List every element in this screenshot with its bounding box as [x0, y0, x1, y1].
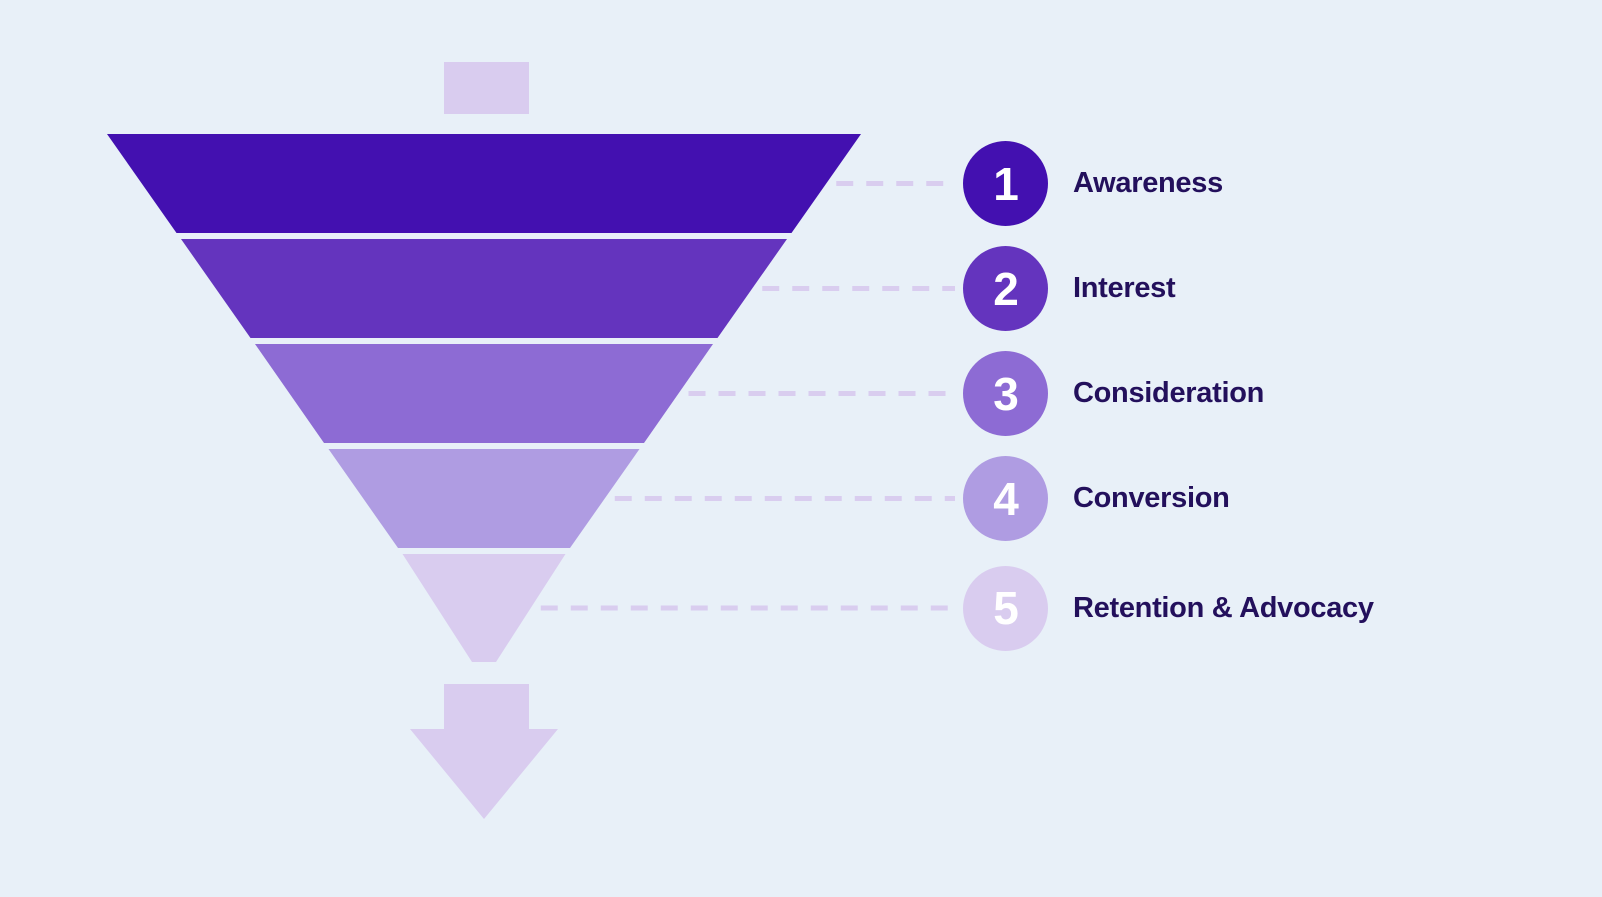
funnel-band-4[interactable]: [328, 449, 640, 548]
step-badge-5[interactable]: 5: [963, 565, 1048, 651]
step-label-4: Conversion: [1073, 482, 1230, 514]
outlet-arrow: [410, 684, 558, 819]
funnel-band-5[interactable]: [402, 554, 566, 662]
step-badge-2[interactable]: 2: [963, 246, 1048, 331]
step-badge-4[interactable]: 4: [963, 456, 1048, 541]
legend-row-4[interactable]: 4 Conversion: [963, 456, 1230, 542]
funnel-band-2[interactable]: [181, 239, 787, 338]
step-badge-3[interactable]: 3: [963, 351, 1048, 436]
step-label-2: Interest: [1073, 272, 1176, 304]
legend-row-5[interactable]: 5 Retention & Advocacy: [963, 565, 1374, 651]
funnel-band-1[interactable]: [107, 134, 861, 233]
funnel-band-3[interactable]: [255, 344, 713, 443]
inlet-block: [444, 62, 529, 114]
connector-lines: [540, 181, 955, 611]
step-badge-1[interactable]: 1: [963, 141, 1048, 226]
funnel-legend: 1 Awareness 2 Interest 3 Consideration 4 Conver…: [963, 0, 1583, 897]
legend-row-2[interactable]: 2 Interest: [963, 246, 1176, 332]
step-label-3: Consideration: [1073, 377, 1265, 409]
funnel-inlet-outlet: [410, 62, 558, 819]
step-label-1: Awareness: [1073, 167, 1223, 199]
funnel-bands: [107, 134, 861, 662]
legend-row-3[interactable]: 3 Consideration: [963, 351, 1264, 437]
legend-row-1[interactable]: 1 Awareness: [963, 141, 1223, 227]
step-label-5: Retention & Advocacy: [1073, 591, 1374, 624]
